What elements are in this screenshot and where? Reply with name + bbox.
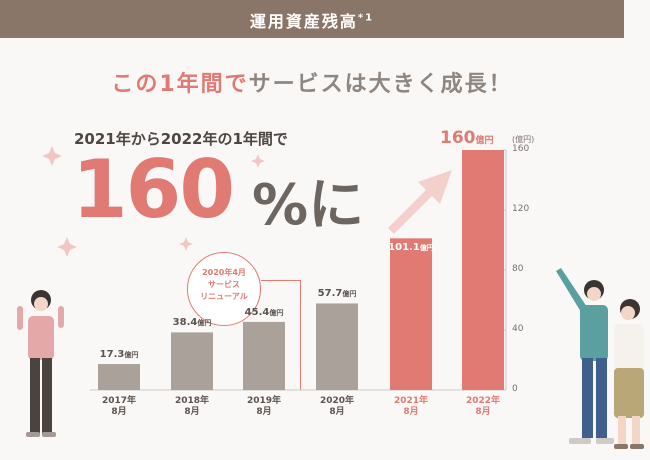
header-bar: 運用資産残高*1 [0,0,624,38]
renewal-annotation: 2020年4月 サービス リニューアル [187,252,261,326]
header-footnote: *1 [357,12,375,24]
x-tick-label-line: 8月 [403,407,419,417]
x-tick-label-line: 2021年 [393,396,429,406]
x-tick-label-line: 8月 [329,407,345,417]
y-tick-label: 40 [512,324,524,334]
y-axis-unit: (億円) [512,135,535,144]
bar-value-number: 101.1 [388,242,420,254]
bar-value-label: 17.3億円 [89,349,149,360]
bar [462,150,504,390]
bar-value-unit: 億円 [197,319,212,328]
bar [171,332,213,390]
bar [98,364,140,390]
x-tick-label: 2022年 8月 [458,396,508,418]
x-tick-label: 2019年 8月 [239,396,289,418]
x-tick-label-line: 2020年 [319,396,355,406]
annotation-leader-h [261,280,301,281]
bar-value-label: 57.7億円 [307,288,367,299]
annotation-leader-v [300,280,301,390]
y-tick-label: 160 [512,144,530,154]
highlight-value-label: 160億円 [440,128,494,148]
hero-percent-suffix: %に [252,173,365,238]
renewal-annotation-date: 2020年4月 [202,268,246,277]
bar [243,321,285,390]
bar-value-number: 45.4 [244,306,270,318]
x-tick-label-line: 2018年 [174,396,210,406]
bar-value-unit: 億円 [342,290,357,299]
headline: この1年間でサービスは大きく成長！ [0,66,624,98]
x-tick-label-line: 8月 [475,407,491,417]
y-tick-label: 0 [512,384,518,394]
headline-part1: この1年間で [111,72,249,97]
bar-value-number: 38.4 [172,317,198,329]
bar-value-unit: 億円 [124,351,139,360]
bar [316,303,358,390]
bar-value-number: 57.7 [317,288,343,300]
hero-subtitle: 2021年から2022年の1年間で [74,130,288,148]
bar [390,238,432,390]
x-tick-label-line: 8月 [256,407,272,417]
y-tick-label: 80 [512,264,524,274]
y-tick-label: 120 [512,204,530,214]
header-title: 運用資産残高*1 [0,8,624,32]
x-tick-label-line: 2017年 [101,396,137,406]
x-tick-label: 2021年 8月 [386,396,436,418]
highlight-value: 160 [440,128,476,148]
x-tick-label: 2020年 8月 [312,396,362,418]
x-tick-label-line: 2019年 [246,396,282,406]
x-tick-label-line: 8月 [184,407,200,417]
bar-value-number: 17.3 [99,349,125,361]
headline-part2: サービスは大きく成長！ [248,72,513,97]
renewal-annotation-renewal: リニューアル [200,292,248,301]
bar-value-label: 38.4億円 [162,317,222,328]
x-tick-label: 2018年 8月 [167,396,217,418]
hero-percent: 160 [72,143,235,236]
highlight-unit: 億円 [475,136,494,146]
x-tick-label-line: 2022年 [465,396,501,406]
bar-value-unit: 億円 [419,244,434,253]
bar-value-label: 101.1億円 [381,242,441,253]
header-title-text: 運用資産残高 [249,12,358,31]
renewal-annotation-service: サービス [208,280,240,289]
x-tick-label-line: 8月 [111,407,127,417]
bar-value-label: 45.4億円 [234,307,294,318]
x-tick-label: 2017年 8月 [94,396,144,418]
bar-value-unit: 億円 [269,308,284,317]
